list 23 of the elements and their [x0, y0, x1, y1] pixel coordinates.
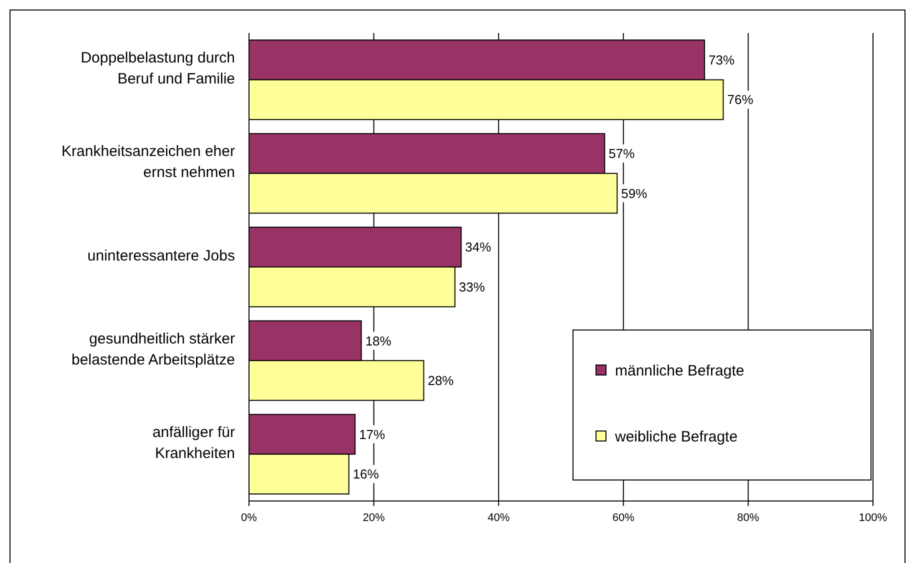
data-label: 28%	[428, 373, 454, 388]
data-label: 57%	[608, 146, 636, 162]
data-label: 17%	[359, 426, 386, 442]
y-tick-label: Doppelbelastung durch Beruf und Familie	[80, 50, 235, 88]
data-label: 76%	[727, 92, 754, 108]
x-tick-label: 60%	[612, 512, 635, 524]
x-tick-label: 20%	[362, 512, 386, 524]
data-label: 34%	[465, 240, 492, 255]
data-label: 33%	[458, 279, 486, 294]
x-tick-label: 40%	[488, 512, 510, 524]
y-tick-label: Krankheitsanzeichen eher ernst nehmen	[62, 143, 235, 182]
x-tick-label: 100%	[858, 512, 888, 524]
data-label: 73%	[708, 52, 735, 68]
data-label: 16%	[352, 466, 380, 482]
y-tick-label: uninteressantere Jobs	[87, 247, 235, 264]
legend-label: weibliche Befragte	[614, 428, 738, 446]
legend-label: männliche Befragte	[615, 362, 744, 380]
data-label: 18%	[365, 333, 392, 348]
y-tick-label: gesundheitlich stärker belastende Arbeitsplätze	[72, 330, 235, 368]
data-label: 59%	[621, 186, 648, 201]
x-tick-label: 0%	[241, 512, 258, 524]
x-tick-label: 80%	[737, 512, 760, 524]
y-tick-label: anfälliger für Krankheiten	[152, 424, 235, 462]
